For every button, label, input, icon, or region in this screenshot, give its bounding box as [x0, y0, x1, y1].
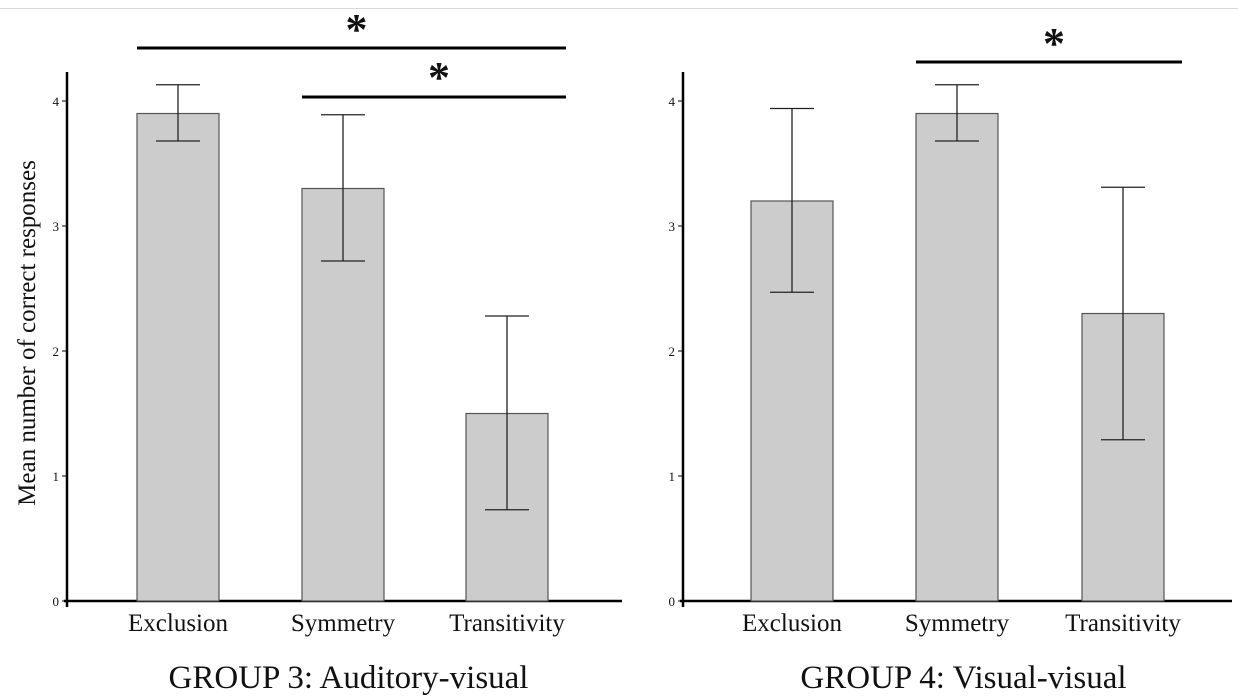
y-tick-label: 2 — [53, 344, 60, 359]
x-category-label: Exclusion — [128, 610, 228, 637]
panel-group4: 0 1 2 3 4 Exclusion Symmetry Transitivity * GROUP… — [669, 19, 1232, 696]
top-border-line — [0, 8, 1238, 9]
significance-star: * — [428, 53, 450, 102]
bar-exclusion — [136, 112, 220, 602]
panel-title: GROUP 4: Visual-visual — [800, 660, 1126, 696]
y-tick-label: 1 — [53, 469, 60, 484]
y-tick-label: 4 — [53, 94, 60, 109]
bar-symmetry — [915, 112, 999, 602]
significance-star: * — [346, 5, 368, 54]
y-tick-label: 3 — [669, 219, 676, 234]
x-category-label: Transitivity — [1065, 610, 1181, 637]
significance-star: * — [1043, 19, 1065, 68]
y-tick-label: 1 — [669, 469, 676, 484]
x-category-label: Symmetry — [905, 610, 1010, 637]
y-tick-label: 0 — [53, 594, 60, 609]
panel-group3: 0 1 2 3 4 Exclusion Symmetry Transitivity * * GROU… — [53, 5, 622, 696]
x-category-label: Transitivity — [449, 610, 565, 637]
y-tick-label: 4 — [669, 94, 676, 109]
y-tick-label: 0 — [669, 594, 676, 609]
y-tick-label: 3 — [53, 219, 60, 234]
y-tick-label: 2 — [669, 344, 676, 359]
panel-title: GROUP 3: Auditory-visual — [169, 660, 529, 696]
x-category-label: Exclusion — [742, 610, 842, 637]
x-category-label: Symmetry — [291, 610, 396, 637]
y-axis-title: Mean number of correct responses — [14, 160, 41, 506]
